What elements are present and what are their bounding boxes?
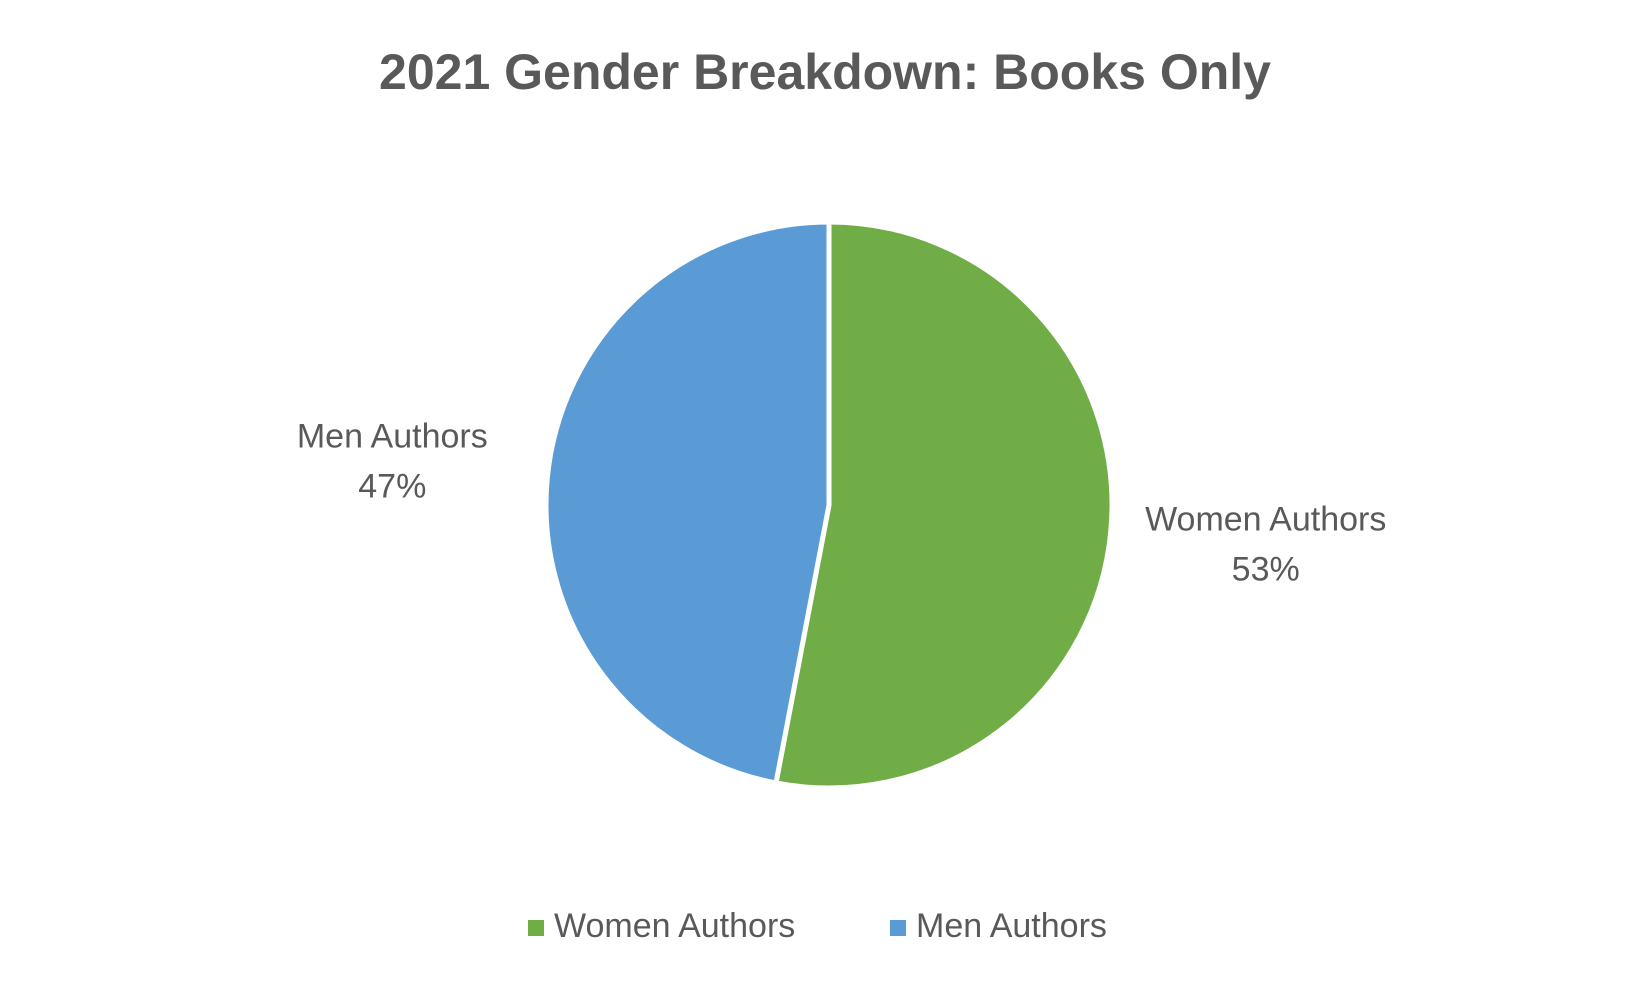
pie-slice (543, 219, 832, 786)
legend-label: Women Authors (554, 907, 795, 945)
pie-slice (773, 219, 1115, 791)
legend-swatch (890, 920, 906, 936)
data-label-value: 53% (1232, 550, 1300, 588)
chart-title: 2021 Gender Breakdown: Books Only (379, 44, 1271, 100)
data-label-category: Women Authors (1145, 500, 1386, 538)
data-label-category: Men Authors (297, 418, 488, 456)
legend-swatch (528, 920, 544, 936)
legend-label: Men Authors (916, 907, 1107, 945)
data-label-value: 47% (358, 468, 426, 506)
